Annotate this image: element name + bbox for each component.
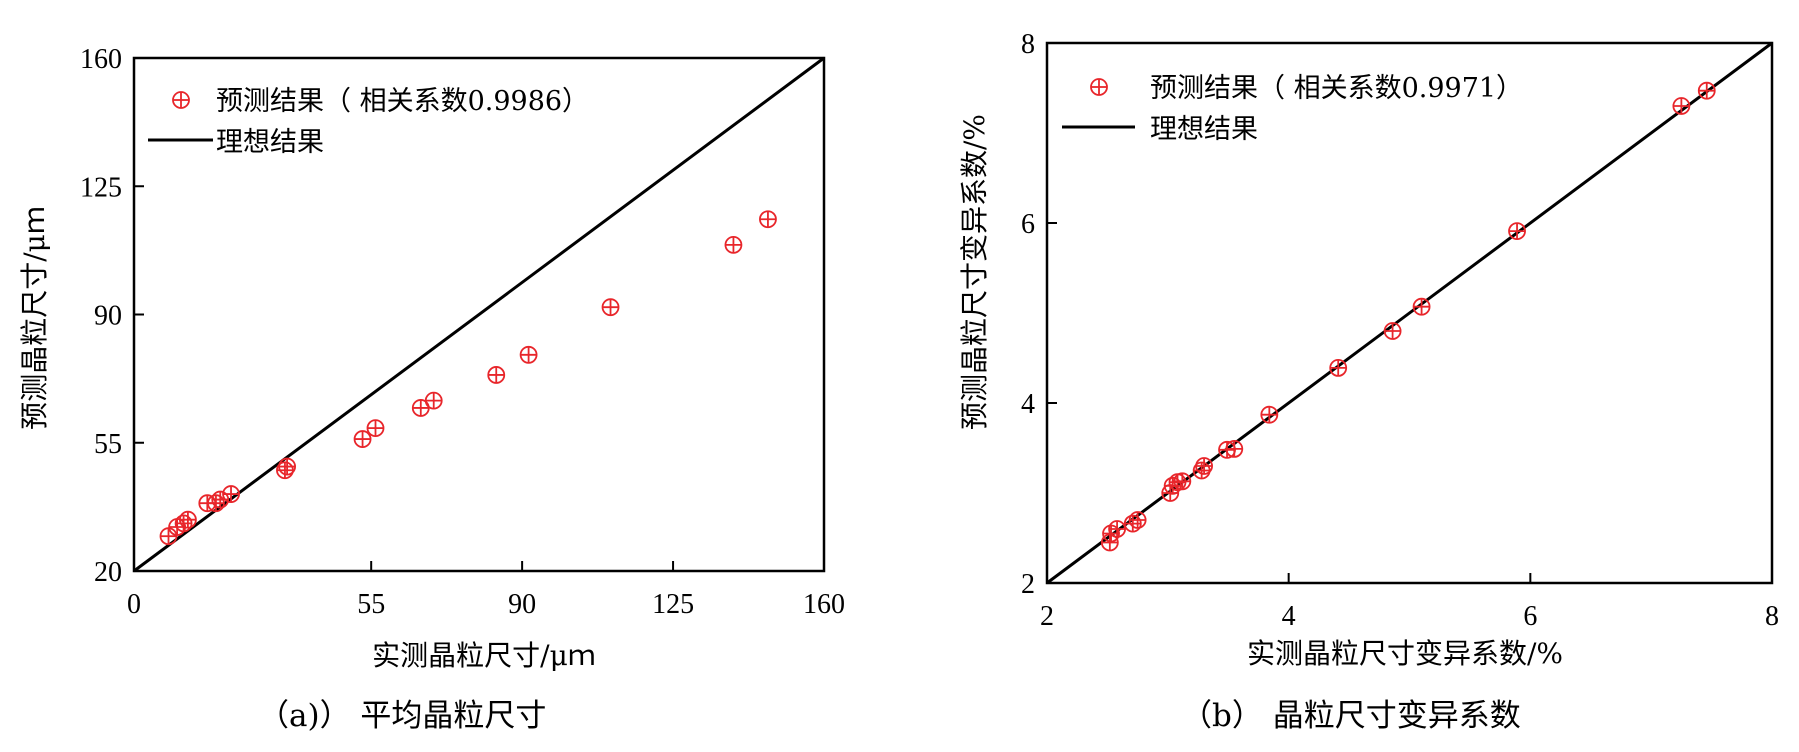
legend-marker-icon [172, 91, 190, 109]
data-point [353, 430, 372, 448]
chart-panel-a: 0 55 90 125 160 20 55 90 125 160 预测结果（ 相关系数0.998… [18, 44, 845, 734]
caption-a: （a)） 平均晶粒尺寸 [258, 698, 546, 734]
y-tick-label: 2 [1021, 569, 1035, 600]
y-axis-title: 预测晶粒尺寸/μｍ [18, 206, 51, 430]
caption-b: （b） 晶粒尺寸变异系数 [1181, 698, 1521, 734]
x-tick-label: 125 [652, 589, 694, 620]
legend: 预测结果（ 相关系数0.9986） 理想结果 [148, 86, 589, 158]
x-axis-title: 实测晶粒尺寸/μｍ [372, 639, 596, 672]
y-tick-label: 160 [80, 44, 122, 75]
axis-ticks [1046, 42, 1773, 584]
legend-label-ideal: 理想结果 [1150, 114, 1258, 145]
data-point [174, 514, 193, 533]
legend-marker-icon [1090, 78, 1108, 96]
data-point [1195, 457, 1213, 475]
y-axis-title: 预测晶粒尺寸变异系数/% [958, 114, 991, 430]
y-tick-label: 90 [94, 301, 122, 332]
y-tick-label: 8 [1021, 29, 1035, 60]
data-point [1173, 472, 1192, 491]
data-point [207, 494, 225, 513]
x-tick-label: 2 [1040, 601, 1054, 632]
data-point [1383, 322, 1402, 340]
axis-ticks [133, 57, 825, 572]
x-tick-label: 90 [508, 589, 536, 620]
x-tick-label: 6 [1523, 601, 1537, 632]
data-point [1329, 358, 1348, 377]
data-point [1508, 222, 1526, 241]
y-tick-label: 4 [1021, 389, 1035, 420]
data-point [601, 298, 620, 317]
x-tick-labels: 2 4 6 8 [1040, 601, 1779, 632]
legend-label-predicted: 预测结果（ 相关系数0.9986） [216, 86, 589, 117]
data-point [1225, 439, 1244, 458]
data-point [1672, 97, 1691, 115]
data-point [1100, 533, 1119, 552]
legend-label-predicted: 预测结果（ 相关系数0.9971） [1150, 73, 1523, 104]
data-point [222, 485, 240, 503]
data-point [1108, 520, 1126, 538]
y-tick-label: 55 [94, 429, 122, 460]
y-tick-label: 125 [80, 172, 122, 203]
data-point [424, 391, 443, 410]
data-point [1697, 81, 1716, 100]
y-tick-labels: 2 4 6 8 [1021, 29, 1035, 600]
y-tick-label: 6 [1021, 209, 1035, 240]
data-point [1260, 405, 1279, 424]
x-axis-title: 实测晶粒尺寸变异系数/% [1247, 637, 1563, 670]
data-point [278, 457, 296, 476]
x-tick-labels: 0 55 90 125 160 [127, 589, 845, 620]
data-point [1128, 511, 1147, 529]
chart-panel-b: 2 4 6 8 2 4 6 8 预测结果（ 相关系数0.9971） 理想结果 实测晶粒尺寸变… [958, 29, 1779, 734]
data-point [487, 366, 506, 384]
x-tick-label: 0 [127, 589, 141, 620]
data-point [179, 510, 197, 529]
data-point [759, 210, 777, 229]
data-point [724, 235, 743, 254]
data-point [159, 527, 178, 546]
y-tick-label: 20 [94, 557, 122, 588]
x-tick-label: 4 [1282, 601, 1296, 632]
data-point [366, 419, 385, 437]
legend-label-ideal: 理想结果 [216, 127, 324, 158]
plot-frame [1045, 41, 1774, 585]
data-point [519, 345, 538, 364]
data-points [1100, 81, 1716, 552]
y-tick-labels: 20 55 90 125 160 [80, 44, 122, 588]
x-tick-label: 160 [803, 589, 845, 620]
data-points [159, 210, 777, 546]
ideal-line [133, 56, 825, 573]
ideal-line-group [133, 56, 825, 573]
data-point [1412, 297, 1431, 316]
x-tick-label: 55 [357, 589, 385, 620]
x-tick-label: 8 [1765, 601, 1779, 632]
legend: 预测结果（ 相关系数0.9971） 理想结果 [1062, 73, 1523, 145]
